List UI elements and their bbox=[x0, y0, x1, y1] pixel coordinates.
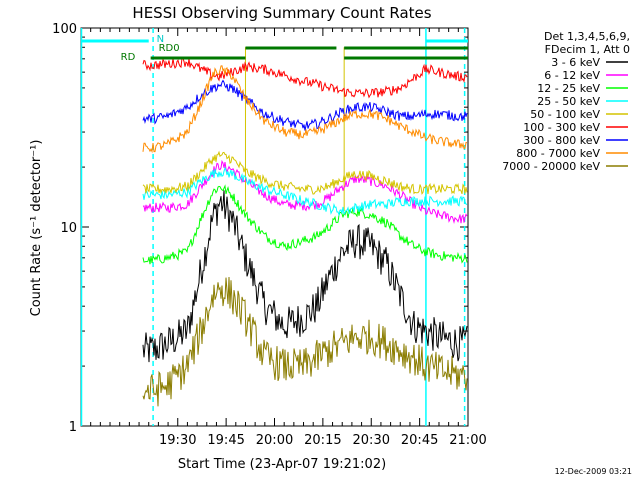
legend-header-1: Det 1,3,4,5,6,9, bbox=[544, 30, 630, 43]
x-ticks bbox=[80, 28, 469, 426]
series-group bbox=[142, 57, 468, 407]
series-line bbox=[142, 276, 468, 407]
series-line bbox=[142, 184, 468, 265]
chart-title: HESSI Observing Summary Count Rates bbox=[132, 4, 431, 22]
x-axis-label: Start Time (23-Apr-07 19:21:02) bbox=[178, 457, 386, 472]
flag-label: RD0 bbox=[159, 43, 180, 54]
shade-0 bbox=[81, 28, 153, 426]
legend-entry-label: 50 - 100 keV bbox=[530, 108, 600, 121]
y-tick-labels: 1 10 100 bbox=[52, 22, 77, 435]
y-tick-label: 10 bbox=[60, 221, 77, 236]
x-tick-label: 20:00 bbox=[256, 433, 293, 448]
legend-entry-label: 12 - 25 keV bbox=[537, 82, 600, 95]
x-tick-label: 20:45 bbox=[401, 433, 438, 448]
timestamp: 12-Dec-2009 03:21 bbox=[555, 467, 632, 476]
x-tick-labels: 19:30 19:45 20:00 20:15 20:30 20:45 21:00 bbox=[159, 433, 487, 448]
legend: Det 1,3,4,5,6,9, FDecim 1, Att 0 3 - 6 k… bbox=[502, 30, 630, 173]
x-tick-label: 19:30 bbox=[159, 433, 196, 448]
x-tick-label: 19:45 bbox=[207, 433, 244, 448]
series-line bbox=[142, 166, 468, 217]
legend-entry-label: 25 - 50 keV bbox=[537, 95, 600, 108]
series-line bbox=[142, 57, 468, 99]
legend-entry-label: 300 - 800 keV bbox=[523, 134, 600, 147]
series-line bbox=[142, 159, 468, 224]
y-tick-label: 100 bbox=[52, 22, 77, 37]
x-tick-label: 21:00 bbox=[449, 433, 486, 448]
legend-entry-label: 6 - 12 keV bbox=[544, 69, 600, 82]
legend-header-2: FDecim 1, Att 0 bbox=[545, 43, 630, 56]
event-lines bbox=[80, 28, 466, 426]
series-line bbox=[142, 150, 468, 195]
legend-entry-label: 100 - 300 keV bbox=[523, 121, 600, 134]
series-line bbox=[142, 190, 468, 363]
x-tick-label: 20:15 bbox=[304, 433, 341, 448]
flag-label: N bbox=[157, 34, 164, 45]
x-tick-label: 20:30 bbox=[353, 433, 390, 448]
flag-label: RD bbox=[121, 52, 136, 63]
y-axis-label: Count Rate (s⁻¹ detector⁻¹) bbox=[29, 140, 44, 317]
legend-entry-label: 7000 - 20000 keV bbox=[502, 160, 600, 173]
legend-entry-label: 800 - 7000 keV bbox=[516, 147, 600, 160]
series-line bbox=[142, 79, 468, 131]
series-line bbox=[142, 65, 468, 154]
y-tick-label: 1 bbox=[69, 420, 77, 435]
legend-entry-label: 3 - 6 keV bbox=[551, 56, 600, 69]
